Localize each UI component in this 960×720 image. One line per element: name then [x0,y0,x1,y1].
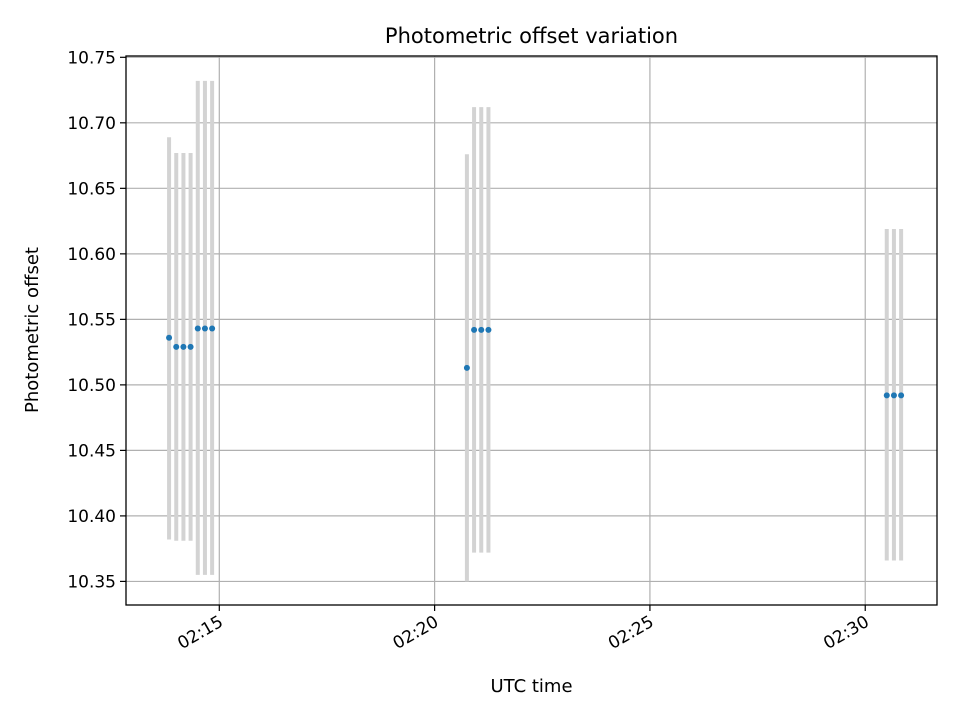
y-axis-label: Photometric offset [22,247,43,413]
y-tick-label: 10.55 [67,310,116,330]
x-tick-label: 02:30 [820,612,872,654]
y-tick-label: 10.45 [67,441,116,461]
data-point [463,364,470,371]
data-point [478,326,485,333]
data-point [485,326,492,333]
y-tick-label: 10.50 [67,376,116,396]
data-point [890,392,897,399]
data-point [471,326,478,333]
data-point [898,392,905,399]
data-point [180,343,187,350]
data-point [209,325,216,332]
y-tick-label: 10.40 [67,507,116,527]
grid [126,56,937,605]
errorbars [167,80,904,582]
y-tick-label: 10.35 [67,572,116,592]
x-tick-label: 02:15 [174,612,226,654]
data-point [166,334,173,341]
chart-title: Photometric offset variation [385,24,678,48]
y-axis-ticks: 10.35 10.40 10.45 10.50 10.55 10.60 10.65 10.70… [67,48,126,592]
y-tick-label: 10.65 [67,179,116,199]
data-point [201,325,208,332]
data-point [173,343,180,350]
y-tick-label: 10.75 [67,48,116,68]
data-point [883,392,890,399]
plot-frame [125,55,938,606]
x-tick-label: 02:25 [605,612,657,654]
data-point [194,325,201,332]
x-tick-label: 02:20 [390,612,442,654]
y-tick-label: 10.60 [67,245,116,265]
x-axis-label: UTC time [490,676,572,697]
data-points [166,325,905,399]
data-point [187,343,194,350]
y-tick-label: 10.70 [67,114,116,134]
x-axis-ticks: 02:15 02:20 02:25 02:30 [174,605,873,654]
